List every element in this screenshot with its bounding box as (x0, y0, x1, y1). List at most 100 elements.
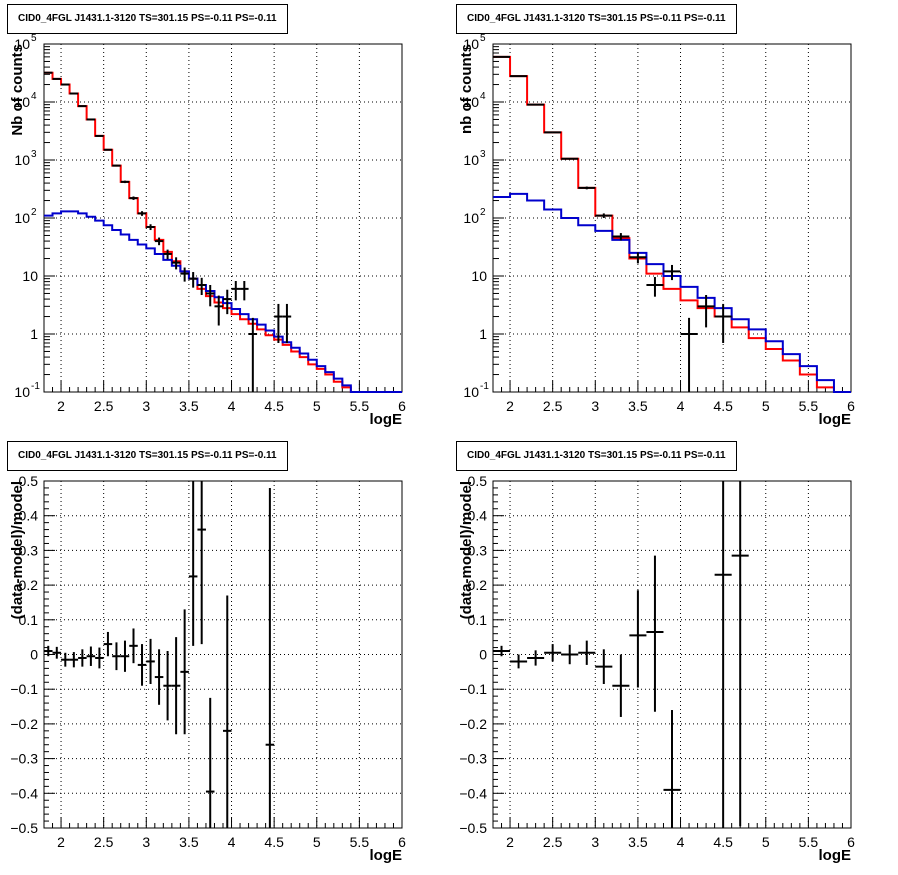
axis-ticks (43, 480, 403, 829)
data-point (78, 649, 87, 667)
x-tick-label: 5.5 (350, 398, 370, 414)
data-point (112, 642, 121, 671)
data-point (240, 280, 249, 301)
x-tick-label: 5 (313, 834, 321, 850)
data-point (274, 303, 283, 343)
data-point (629, 252, 647, 264)
data-point (95, 647, 104, 669)
data-point (265, 487, 275, 828)
data-point (612, 654, 630, 717)
data-point (163, 249, 172, 260)
y-tick-label-exponent: 5 (31, 33, 37, 44)
x-tick-label: 2.5 (94, 398, 114, 414)
y-tick-label: 1 (30, 326, 38, 342)
data-point (578, 186, 596, 190)
data-point (95, 134, 104, 137)
x-tick-label: 3 (591, 398, 599, 414)
y-tick-label: −0.5 (459, 820, 487, 836)
x-tick-label: 5 (762, 398, 770, 414)
series-line (493, 55, 851, 393)
x-tick-label: 6 (847, 398, 855, 414)
data-point (103, 631, 113, 657)
data-point (180, 267, 189, 282)
pad-counts-left: 2 2.5 3 3.5 4 4.5 5 5.5 6 10 -1 1 10 10 2 10 3 10 4 10 5 logE… (0, 0, 449, 437)
data-points (44, 481, 275, 828)
x-tick-label: 2 (57, 834, 65, 850)
y-tick-label-exponent: 4 (31, 91, 37, 102)
data-point (731, 481, 749, 827)
x-tick-label: 2 (506, 398, 514, 414)
y-tick-label: −0.5 (10, 820, 38, 836)
y-tick-label: 0.2 (19, 577, 39, 593)
axis-ticks (492, 43, 852, 393)
data-point (595, 649, 613, 684)
data-points (493, 55, 732, 392)
x-tick-label: 3 (591, 834, 599, 850)
y-tick-label: 10 (14, 36, 30, 52)
data-point (171, 637, 181, 735)
x-axis-label: logE (370, 411, 403, 428)
data-point (223, 289, 232, 315)
grid (493, 43, 852, 393)
y-tick-label: 10 (463, 36, 479, 52)
data-point (61, 652, 70, 667)
y-tick-label: 10 (14, 210, 30, 226)
x-tick-label: 2 (57, 398, 65, 414)
y-tick-label-exponent: 5 (480, 33, 486, 44)
x-axis-label: logE (370, 847, 403, 864)
data-point (120, 180, 130, 184)
data-point (120, 640, 130, 672)
y-tick-label: 10 (463, 94, 479, 110)
data-point (231, 280, 241, 301)
data-point (197, 481, 206, 645)
grid (44, 480, 403, 829)
y-axis-label: nb of counts (458, 44, 475, 134)
x-tick-label: 2 (506, 834, 514, 850)
y-tick-label: −0.1 (10, 681, 38, 697)
y-tick-label: −0.2 (459, 716, 487, 732)
x-axis-label: logE (819, 411, 852, 428)
data-point (646, 555, 664, 712)
data-point (163, 651, 172, 721)
data-point (527, 103, 545, 106)
data-point (146, 638, 155, 684)
y-tick-label: 0.2 (468, 577, 488, 593)
y-tick-label: −0.2 (10, 716, 38, 732)
data-point (52, 646, 62, 659)
data-point (510, 654, 528, 669)
x-tick-label: 4 (228, 398, 236, 414)
data-point (86, 646, 96, 666)
data-point (714, 481, 732, 828)
chart-residuals-left: 2 2.5 3 3.5 4 4.5 5 5.5 6 −0.5 −0.4 −0.3 −0.2 −0.1 0 0.… (9, 473, 406, 864)
x-tick-label: 5.5 (350, 834, 370, 850)
data-point (129, 196, 138, 200)
data-point (129, 628, 138, 664)
y-axis-label: Nb of counts (9, 44, 26, 136)
x-tick-label: 5.5 (799, 398, 819, 414)
data-point (44, 645, 53, 657)
y-tick-label: 10 (22, 268, 38, 284)
data-points (493, 481, 749, 828)
data-point (180, 609, 189, 735)
pad-residuals-right: 2 2.5 3 3.5 4 4.5 5 5.5 6 −0.5 −0.4 −0.3 −0.2 −0.1 0 0.… (449, 437, 898, 875)
data-point (205, 284, 215, 307)
chart-title: CID0_4FGL J1431.1-3120 TS=301.15 PS=-0.1… (456, 4, 737, 34)
data-point (595, 213, 613, 218)
data-point (697, 295, 715, 328)
x-tick-label: 4 (677, 834, 685, 850)
data-points (44, 71, 292, 392)
data-point (112, 164, 121, 167)
data-point (248, 317, 258, 392)
x-tick-label: 6 (398, 398, 406, 414)
y-tick-label-exponent: 4 (480, 91, 486, 102)
data-point (103, 148, 113, 151)
x-tick-label: 4.5 (713, 398, 733, 414)
axis-ticks (492, 480, 852, 829)
x-axis-label: logE (819, 847, 852, 864)
data-point (188, 481, 198, 646)
x-tick-label: 2.5 (543, 834, 563, 850)
data-point (612, 233, 630, 241)
y-axis-label: (data-model)/model (458, 481, 475, 619)
